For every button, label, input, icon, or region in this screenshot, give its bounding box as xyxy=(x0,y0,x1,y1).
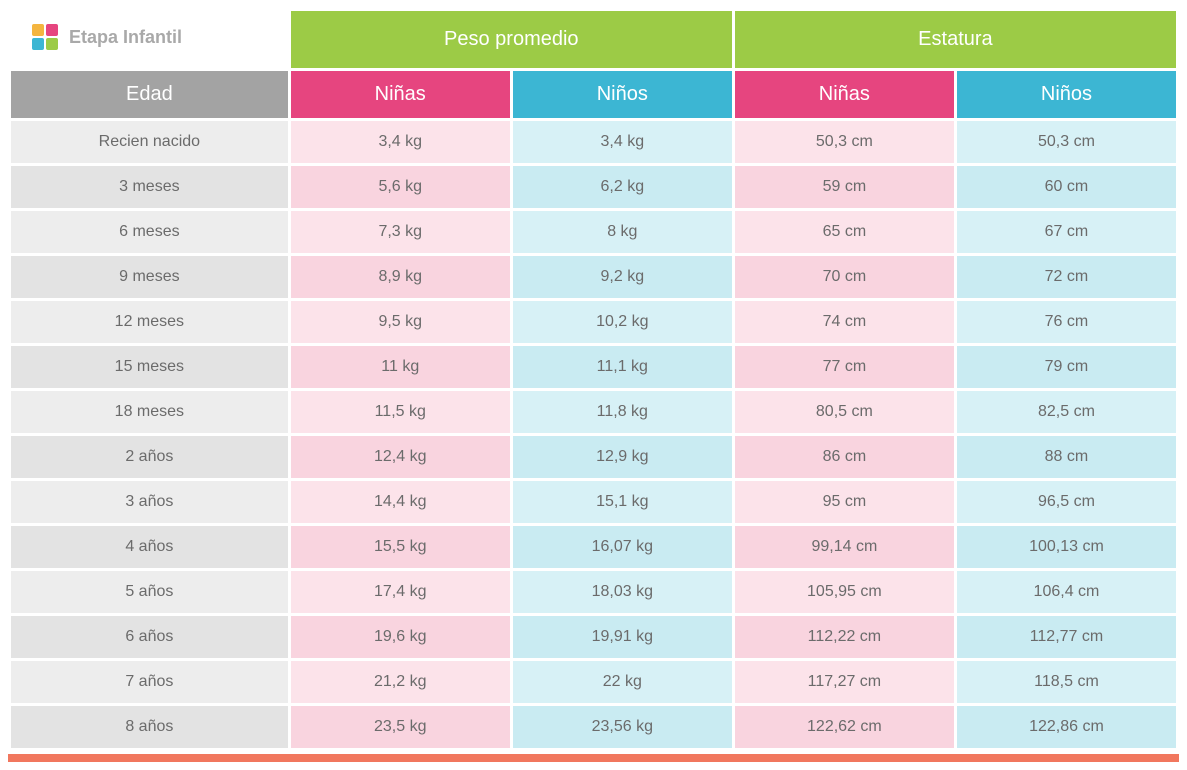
cell-height-boys: 60 cm xyxy=(957,166,1176,208)
table-row: 15 meses11 kg11,1 kg77 cm79 cm xyxy=(11,346,1176,388)
cell-height-boys: 79 cm xyxy=(957,346,1176,388)
table-row: 18 meses11,5 kg11,8 kg80,5 cm82,5 cm xyxy=(11,391,1176,433)
cell-height-girls: 105,95 cm xyxy=(735,571,954,613)
cell-weight-boys: 18,03 kg xyxy=(513,571,732,613)
header-height-group: Estatura xyxy=(735,11,1176,68)
cell-height-girls: 95 cm xyxy=(735,481,954,523)
cell-height-girls: 117,27 cm xyxy=(735,661,954,703)
cell-height-girls: 99,14 cm xyxy=(735,526,954,568)
footer-accent-bar xyxy=(8,754,1179,762)
cell-height-boys: 100,13 cm xyxy=(957,526,1176,568)
cell-height-boys: 118,5 cm xyxy=(957,661,1176,703)
table-row: 7 años21,2 kg22 kg117,27 cm118,5 cm xyxy=(11,661,1176,703)
cell-weight-girls: 17,4 kg xyxy=(291,571,510,613)
cell-weight-boys: 16,07 kg xyxy=(513,526,732,568)
cell-height-girls: 70 cm xyxy=(735,256,954,298)
table-row: 4 años15,5 kg16,07 kg99,14 cm100,13 cm xyxy=(11,526,1176,568)
cell-weight-boys: 9,2 kg xyxy=(513,256,732,298)
cell-age: 12 meses xyxy=(11,301,288,343)
cell-weight-boys: 8 kg xyxy=(513,211,732,253)
header-row-groups: Etapa Infantil Peso promedio Estatura xyxy=(11,11,1176,68)
cell-weight-girls: 9,5 kg xyxy=(291,301,510,343)
cell-height-boys: 72 cm xyxy=(957,256,1176,298)
cell-height-boys: 96,5 cm xyxy=(957,481,1176,523)
cell-age: 7 años xyxy=(11,661,288,703)
cell-height-boys: 112,77 cm xyxy=(957,616,1176,658)
header-row-sub: Edad Niñas Niños Niñas Niños xyxy=(11,71,1176,118)
cell-weight-girls: 11,5 kg xyxy=(291,391,510,433)
cell-age: 8 años xyxy=(11,706,288,748)
cell-height-girls: 74 cm xyxy=(735,301,954,343)
cell-height-girls: 80,5 cm xyxy=(735,391,954,433)
cell-height-boys: 76 cm xyxy=(957,301,1176,343)
cell-height-girls: 50,3 cm xyxy=(735,121,954,163)
brand-name: Etapa Infantil xyxy=(69,27,182,48)
puzzle-icon xyxy=(31,23,59,51)
table-row: 3 años14,4 kg15,1 kg95 cm96,5 cm xyxy=(11,481,1176,523)
cell-height-girls: 86 cm xyxy=(735,436,954,478)
header-height-boys: Niños xyxy=(957,71,1176,118)
cell-height-boys: 122,86 cm xyxy=(957,706,1176,748)
header-weight-girls: Niñas xyxy=(291,71,510,118)
cell-weight-boys: 11,1 kg xyxy=(513,346,732,388)
cell-weight-boys: 15,1 kg xyxy=(513,481,732,523)
cell-weight-boys: 12,9 kg xyxy=(513,436,732,478)
header-height-girls: Niñas xyxy=(735,71,954,118)
cell-height-girls: 77 cm xyxy=(735,346,954,388)
cell-height-girls: 59 cm xyxy=(735,166,954,208)
cell-height-girls: 65 cm xyxy=(735,211,954,253)
cell-age: Recien nacido xyxy=(11,121,288,163)
table-row: Recien nacido3,4 kg3,4 kg50,3 cm50,3 cm xyxy=(11,121,1176,163)
cell-age: 4 años xyxy=(11,526,288,568)
table-row: 6 meses7,3 kg8 kg65 cm67 cm xyxy=(11,211,1176,253)
table-row: 2 años12,4 kg12,9 kg86 cm88 cm xyxy=(11,436,1176,478)
cell-height-girls: 112,22 cm xyxy=(735,616,954,658)
cell-age: 6 años xyxy=(11,616,288,658)
cell-age: 5 años xyxy=(11,571,288,613)
cell-weight-boys: 6,2 kg xyxy=(513,166,732,208)
cell-age: 2 años xyxy=(11,436,288,478)
cell-weight-girls: 11 kg xyxy=(291,346,510,388)
cell-weight-girls: 12,4 kg xyxy=(291,436,510,478)
cell-weight-girls: 14,4 kg xyxy=(291,481,510,523)
table-row: 5 años17,4 kg18,03 kg105,95 cm106,4 cm xyxy=(11,571,1176,613)
cell-age: 15 meses xyxy=(11,346,288,388)
growth-table: Etapa Infantil Peso promedio Estatura Ed… xyxy=(8,8,1179,751)
header-weight-boys: Niños xyxy=(513,71,732,118)
cell-age: 3 años xyxy=(11,481,288,523)
header-weight-group: Peso promedio xyxy=(291,11,732,68)
cell-height-boys: 50,3 cm xyxy=(957,121,1176,163)
table-row: 9 meses8,9 kg9,2 kg70 cm72 cm xyxy=(11,256,1176,298)
header-age: Edad xyxy=(11,71,288,118)
table-row: 3 meses5,6 kg6,2 kg59 cm60 cm xyxy=(11,166,1176,208)
cell-height-boys: 88 cm xyxy=(957,436,1176,478)
cell-weight-boys: 19,91 kg xyxy=(513,616,732,658)
cell-height-boys: 67 cm xyxy=(957,211,1176,253)
cell-weight-girls: 15,5 kg xyxy=(291,526,510,568)
table-row: 8 años23,5 kg23,56 kg122,62 cm122,86 cm xyxy=(11,706,1176,748)
table-body: Recien nacido3,4 kg3,4 kg50,3 cm50,3 cm3… xyxy=(11,121,1176,748)
cell-weight-boys: 23,56 kg xyxy=(513,706,732,748)
table-row: 6 años19,6 kg19,91 kg112,22 cm112,77 cm xyxy=(11,616,1176,658)
cell-height-boys: 82,5 cm xyxy=(957,391,1176,433)
cell-age: 9 meses xyxy=(11,256,288,298)
cell-age: 18 meses xyxy=(11,391,288,433)
cell-height-boys: 106,4 cm xyxy=(957,571,1176,613)
cell-weight-girls: 7,3 kg xyxy=(291,211,510,253)
logo-cell: Etapa Infantil xyxy=(11,11,288,68)
cell-weight-boys: 11,8 kg xyxy=(513,391,732,433)
cell-weight-girls: 19,6 kg xyxy=(291,616,510,658)
cell-weight-boys: 10,2 kg xyxy=(513,301,732,343)
table-row: 12 meses9,5 kg10,2 kg74 cm76 cm xyxy=(11,301,1176,343)
cell-age: 3 meses xyxy=(11,166,288,208)
cell-weight-girls: 23,5 kg xyxy=(291,706,510,748)
cell-weight-boys: 3,4 kg xyxy=(513,121,732,163)
cell-weight-girls: 8,9 kg xyxy=(291,256,510,298)
cell-weight-girls: 21,2 kg xyxy=(291,661,510,703)
cell-weight-girls: 5,6 kg xyxy=(291,166,510,208)
cell-age: 6 meses xyxy=(11,211,288,253)
cell-height-girls: 122,62 cm xyxy=(735,706,954,748)
cell-weight-boys: 22 kg xyxy=(513,661,732,703)
cell-weight-girls: 3,4 kg xyxy=(291,121,510,163)
